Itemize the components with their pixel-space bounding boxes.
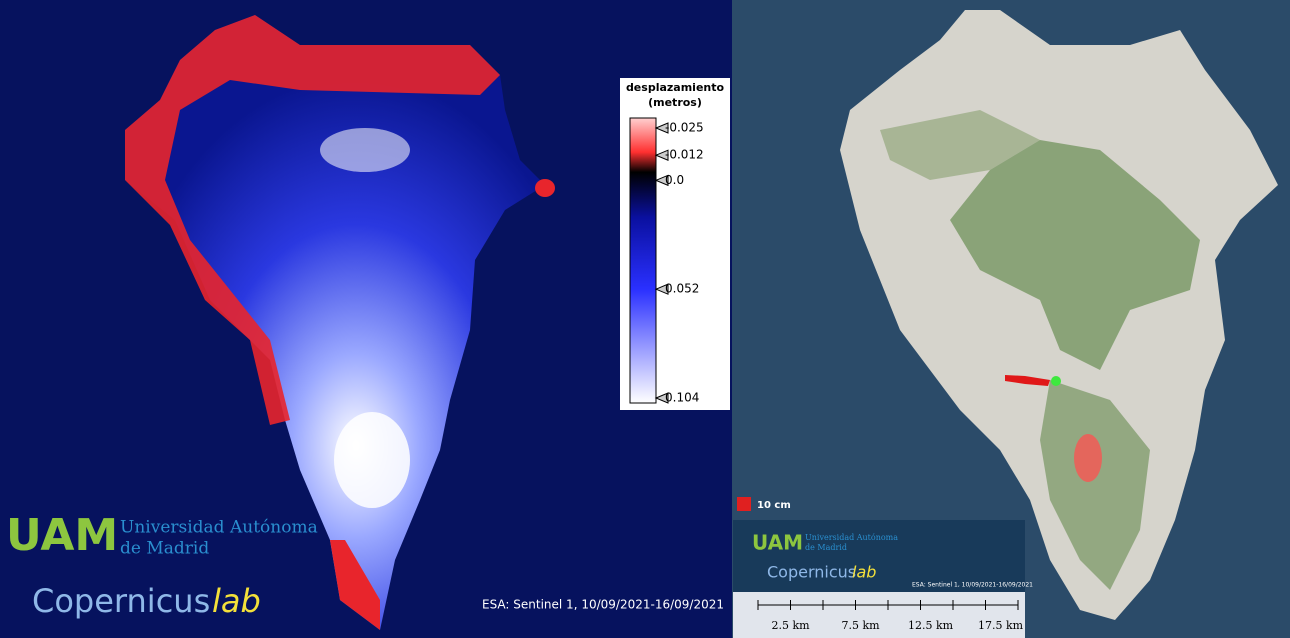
scale-label: 17.5 km	[978, 619, 1024, 632]
vegetation	[880, 110, 1040, 180]
university-name: de Madrid	[805, 543, 847, 552]
colorbar-tick	[654, 149, 669, 161]
lab-logo: lab	[212, 582, 261, 620]
scale-ticks: 2.5 km 7.5 km 12.5 km 17.5 km	[757, 600, 1024, 632]
colorbar-title: desplazamiento	[626, 81, 725, 94]
colorbar-tick	[654, 283, 669, 295]
colorbar-tick	[654, 174, 669, 187]
caption: ESA: Sentinel 1, 10/09/2021-16/09/2021	[482, 598, 724, 612]
lava-flow	[1005, 375, 1050, 386]
colorbar-tick-label: 0.0	[665, 173, 684, 187]
scale-label: 12.5 km	[908, 619, 954, 632]
vent	[1051, 376, 1061, 386]
uplift-zone	[125, 15, 500, 425]
lab-logo: lab	[852, 563, 876, 582]
deformation-zone	[1074, 434, 1102, 482]
scale-label: 2.5 km	[771, 619, 810, 632]
scale-bar-box	[733, 592, 1025, 638]
university-name: Universidad Autónoma	[120, 518, 318, 538]
legend-swatch	[737, 497, 751, 511]
vegetation	[1040, 380, 1150, 590]
inset	[733, 520, 1025, 592]
subsidence-zone	[320, 128, 410, 172]
colorbar-ticks: -0.025 -0.012 0.0 0.052 0.104	[654, 121, 704, 405]
copernicus-logo: Copernicus	[32, 582, 210, 620]
colorbar-tick	[654, 392, 669, 404]
colorbar	[629, 117, 657, 404]
colorbar-title: (metros)	[648, 96, 702, 109]
university-name: de Madrid	[120, 539, 209, 559]
uplift-zone	[330, 540, 380, 630]
legend-label: 10 cm	[757, 500, 791, 511]
colorbar-tick-label: -0.025	[665, 121, 704, 135]
uam-logo: UAM	[6, 510, 118, 561]
caption: ESA: Sentinel 1, 10/09/2021-16/09/2021	[912, 582, 1033, 589]
subsidence-peak	[334, 412, 410, 508]
uam-logo: UAM	[752, 531, 803, 555]
vegetation	[950, 140, 1200, 370]
university-name: Universidad Autónoma	[805, 533, 898, 542]
colorbar-tick-label: 0.104	[665, 391, 699, 405]
displacement-map	[125, 15, 545, 630]
scale-label: 7.5 km	[841, 619, 880, 632]
colorbar-tick-label: 0.052	[665, 282, 699, 296]
colorbar-tick	[654, 122, 669, 134]
copernicus-logo: Copernicus	[767, 563, 856, 582]
colorbar-tick-label: -0.012	[665, 148, 704, 162]
uplift-zone	[535, 179, 555, 197]
